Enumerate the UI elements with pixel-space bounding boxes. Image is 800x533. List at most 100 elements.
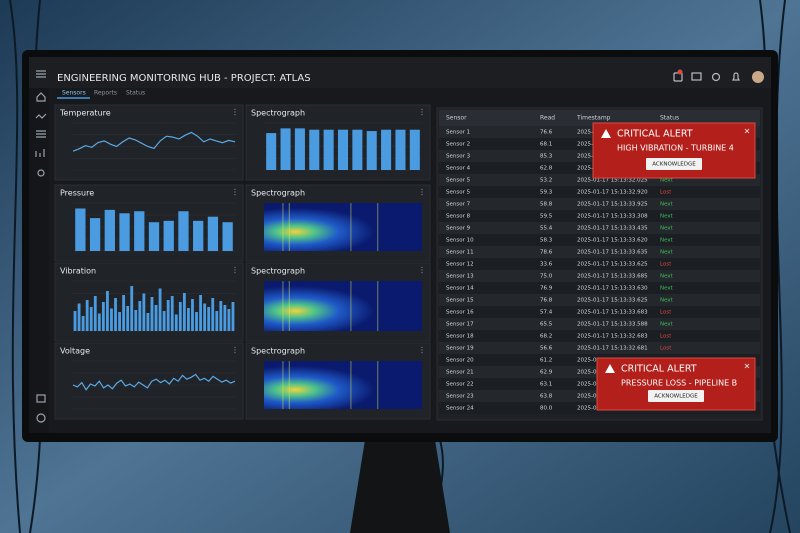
table-cell: 59.3 xyxy=(540,190,553,196)
panel-menu[interactable]: ⋮ xyxy=(418,188,426,197)
power-icon[interactable] xyxy=(36,413,46,423)
column-header[interactable]: Status xyxy=(660,115,679,122)
settings-icon[interactable] xyxy=(711,72,721,82)
table-cell: 58.3 xyxy=(540,238,553,244)
column-header[interactable]: Timestamp xyxy=(576,115,611,122)
table-cell: 63.1 xyxy=(540,382,552,388)
home-icon[interactable] xyxy=(36,92,46,102)
table-cell: Sensor 4 xyxy=(446,166,471,172)
acknowledge-button[interactable] xyxy=(648,390,704,402)
list-icon[interactable] xyxy=(36,130,46,138)
table-cell: 57.4 xyxy=(540,310,553,316)
table-cell: 2025-01-17 15:13:32.683 xyxy=(577,334,648,340)
bar xyxy=(114,298,117,331)
notification-icon[interactable] xyxy=(732,72,740,81)
table-cell: Next xyxy=(660,274,674,280)
bar xyxy=(134,310,138,331)
spectrogram-image xyxy=(264,281,422,331)
bar xyxy=(203,303,207,331)
alert-close[interactable]: × xyxy=(744,127,751,136)
panel-menu[interactable]: ⋮ xyxy=(418,108,426,117)
avatar[interactable] xyxy=(752,71,764,83)
panel-menu[interactable]: ⋮ xyxy=(231,346,239,355)
alert-message: PRESSURE LOSS - PIPELINE B xyxy=(621,379,737,388)
acknowledge-button[interactable] xyxy=(646,158,702,170)
bar xyxy=(118,312,121,331)
table-cell: 2025-01-17 15:13:33.625 xyxy=(577,298,648,304)
menu-icon[interactable] xyxy=(36,70,46,78)
table-cell: Sensor 18 xyxy=(446,334,474,340)
bar xyxy=(219,301,223,331)
table-cell: Lost xyxy=(660,346,672,352)
table-cell: Lost xyxy=(660,262,672,268)
warning-icon xyxy=(605,364,615,373)
panel-title: Voltage xyxy=(60,347,90,356)
line-series xyxy=(72,373,236,391)
panel-menu[interactable]: ⋮ xyxy=(231,188,239,197)
screen-icon[interactable] xyxy=(36,394,46,403)
table-cell: Sensor 13 xyxy=(446,274,474,280)
trend-icon[interactable] xyxy=(35,113,47,119)
column-header[interactable]: Read xyxy=(540,115,555,122)
panel-title: Spectrograph xyxy=(251,189,305,198)
bar xyxy=(170,296,174,331)
table-cell: Next xyxy=(660,238,674,244)
table-row xyxy=(439,198,760,210)
bar xyxy=(126,306,130,331)
column-header[interactable]: Sensor xyxy=(446,115,467,122)
spectrogram-image xyxy=(264,203,422,251)
panel-title: Pressure xyxy=(60,189,94,198)
tab[interactable]: Status xyxy=(126,90,145,97)
chat-icon[interactable] xyxy=(691,72,702,81)
table-cell: Sensor 19 xyxy=(446,346,474,352)
bar xyxy=(280,128,291,170)
table-cell: 68.2 xyxy=(540,334,552,340)
bar xyxy=(207,216,219,251)
table-cell: 2025-01-17 15:13:33.620 xyxy=(577,238,648,244)
table-cell: Sensor 10 xyxy=(446,238,474,244)
table-cell: Sensor 21 xyxy=(446,370,474,376)
table-row xyxy=(439,234,760,246)
spectrogram-image xyxy=(264,361,422,409)
bar xyxy=(366,131,377,170)
settings-icon[interactable] xyxy=(37,169,45,177)
panel-menu[interactable]: ⋮ xyxy=(418,346,426,355)
sidebar-icons xyxy=(35,70,47,423)
panel-menu[interactable]: ⋮ xyxy=(231,266,239,275)
acknowledge-label[interactable]: ACKNOWLEDGE xyxy=(654,394,698,400)
table-cell: Next xyxy=(660,226,674,232)
table-cell: Sensor 20 xyxy=(446,358,474,364)
bar xyxy=(163,220,174,251)
top-bar xyxy=(29,57,771,88)
table-cell: 75.0 xyxy=(540,274,553,280)
table-row xyxy=(439,222,760,234)
tab[interactable]: Reports xyxy=(94,90,117,97)
bar xyxy=(77,303,81,331)
bar xyxy=(352,129,363,170)
table-cell: Sensor 24 xyxy=(446,406,474,412)
table-cell: Sensor 15 xyxy=(446,298,474,304)
table-row xyxy=(439,342,760,354)
alert-close[interactable]: × xyxy=(744,362,751,371)
panel-menu[interactable]: ⋮ xyxy=(231,108,239,117)
table-cell: 2025-01-17 15:13:32.920 xyxy=(577,190,648,196)
bar xyxy=(323,129,334,170)
bar xyxy=(75,208,86,251)
table-cell: Sensor 17 xyxy=(446,322,474,328)
tab[interactable]: Sensors xyxy=(62,90,86,97)
table-row xyxy=(439,270,760,282)
table-cell: Sensor 1 xyxy=(446,130,470,136)
bar xyxy=(104,209,115,251)
panel-menu[interactable]: ⋮ xyxy=(418,266,426,275)
bar xyxy=(309,129,320,170)
table-cell: 68.1 xyxy=(540,142,552,148)
table-row xyxy=(439,246,760,258)
table-cell: Sensor 7 xyxy=(446,202,471,208)
table-cell: 62.9 xyxy=(540,370,553,376)
acknowledge-label[interactable]: ACKNOWLEDGE xyxy=(652,162,696,168)
chart-icon[interactable] xyxy=(35,149,45,157)
table-cell: 55.4 xyxy=(540,226,553,232)
table-cell: Next xyxy=(660,214,674,220)
bar xyxy=(89,307,93,331)
